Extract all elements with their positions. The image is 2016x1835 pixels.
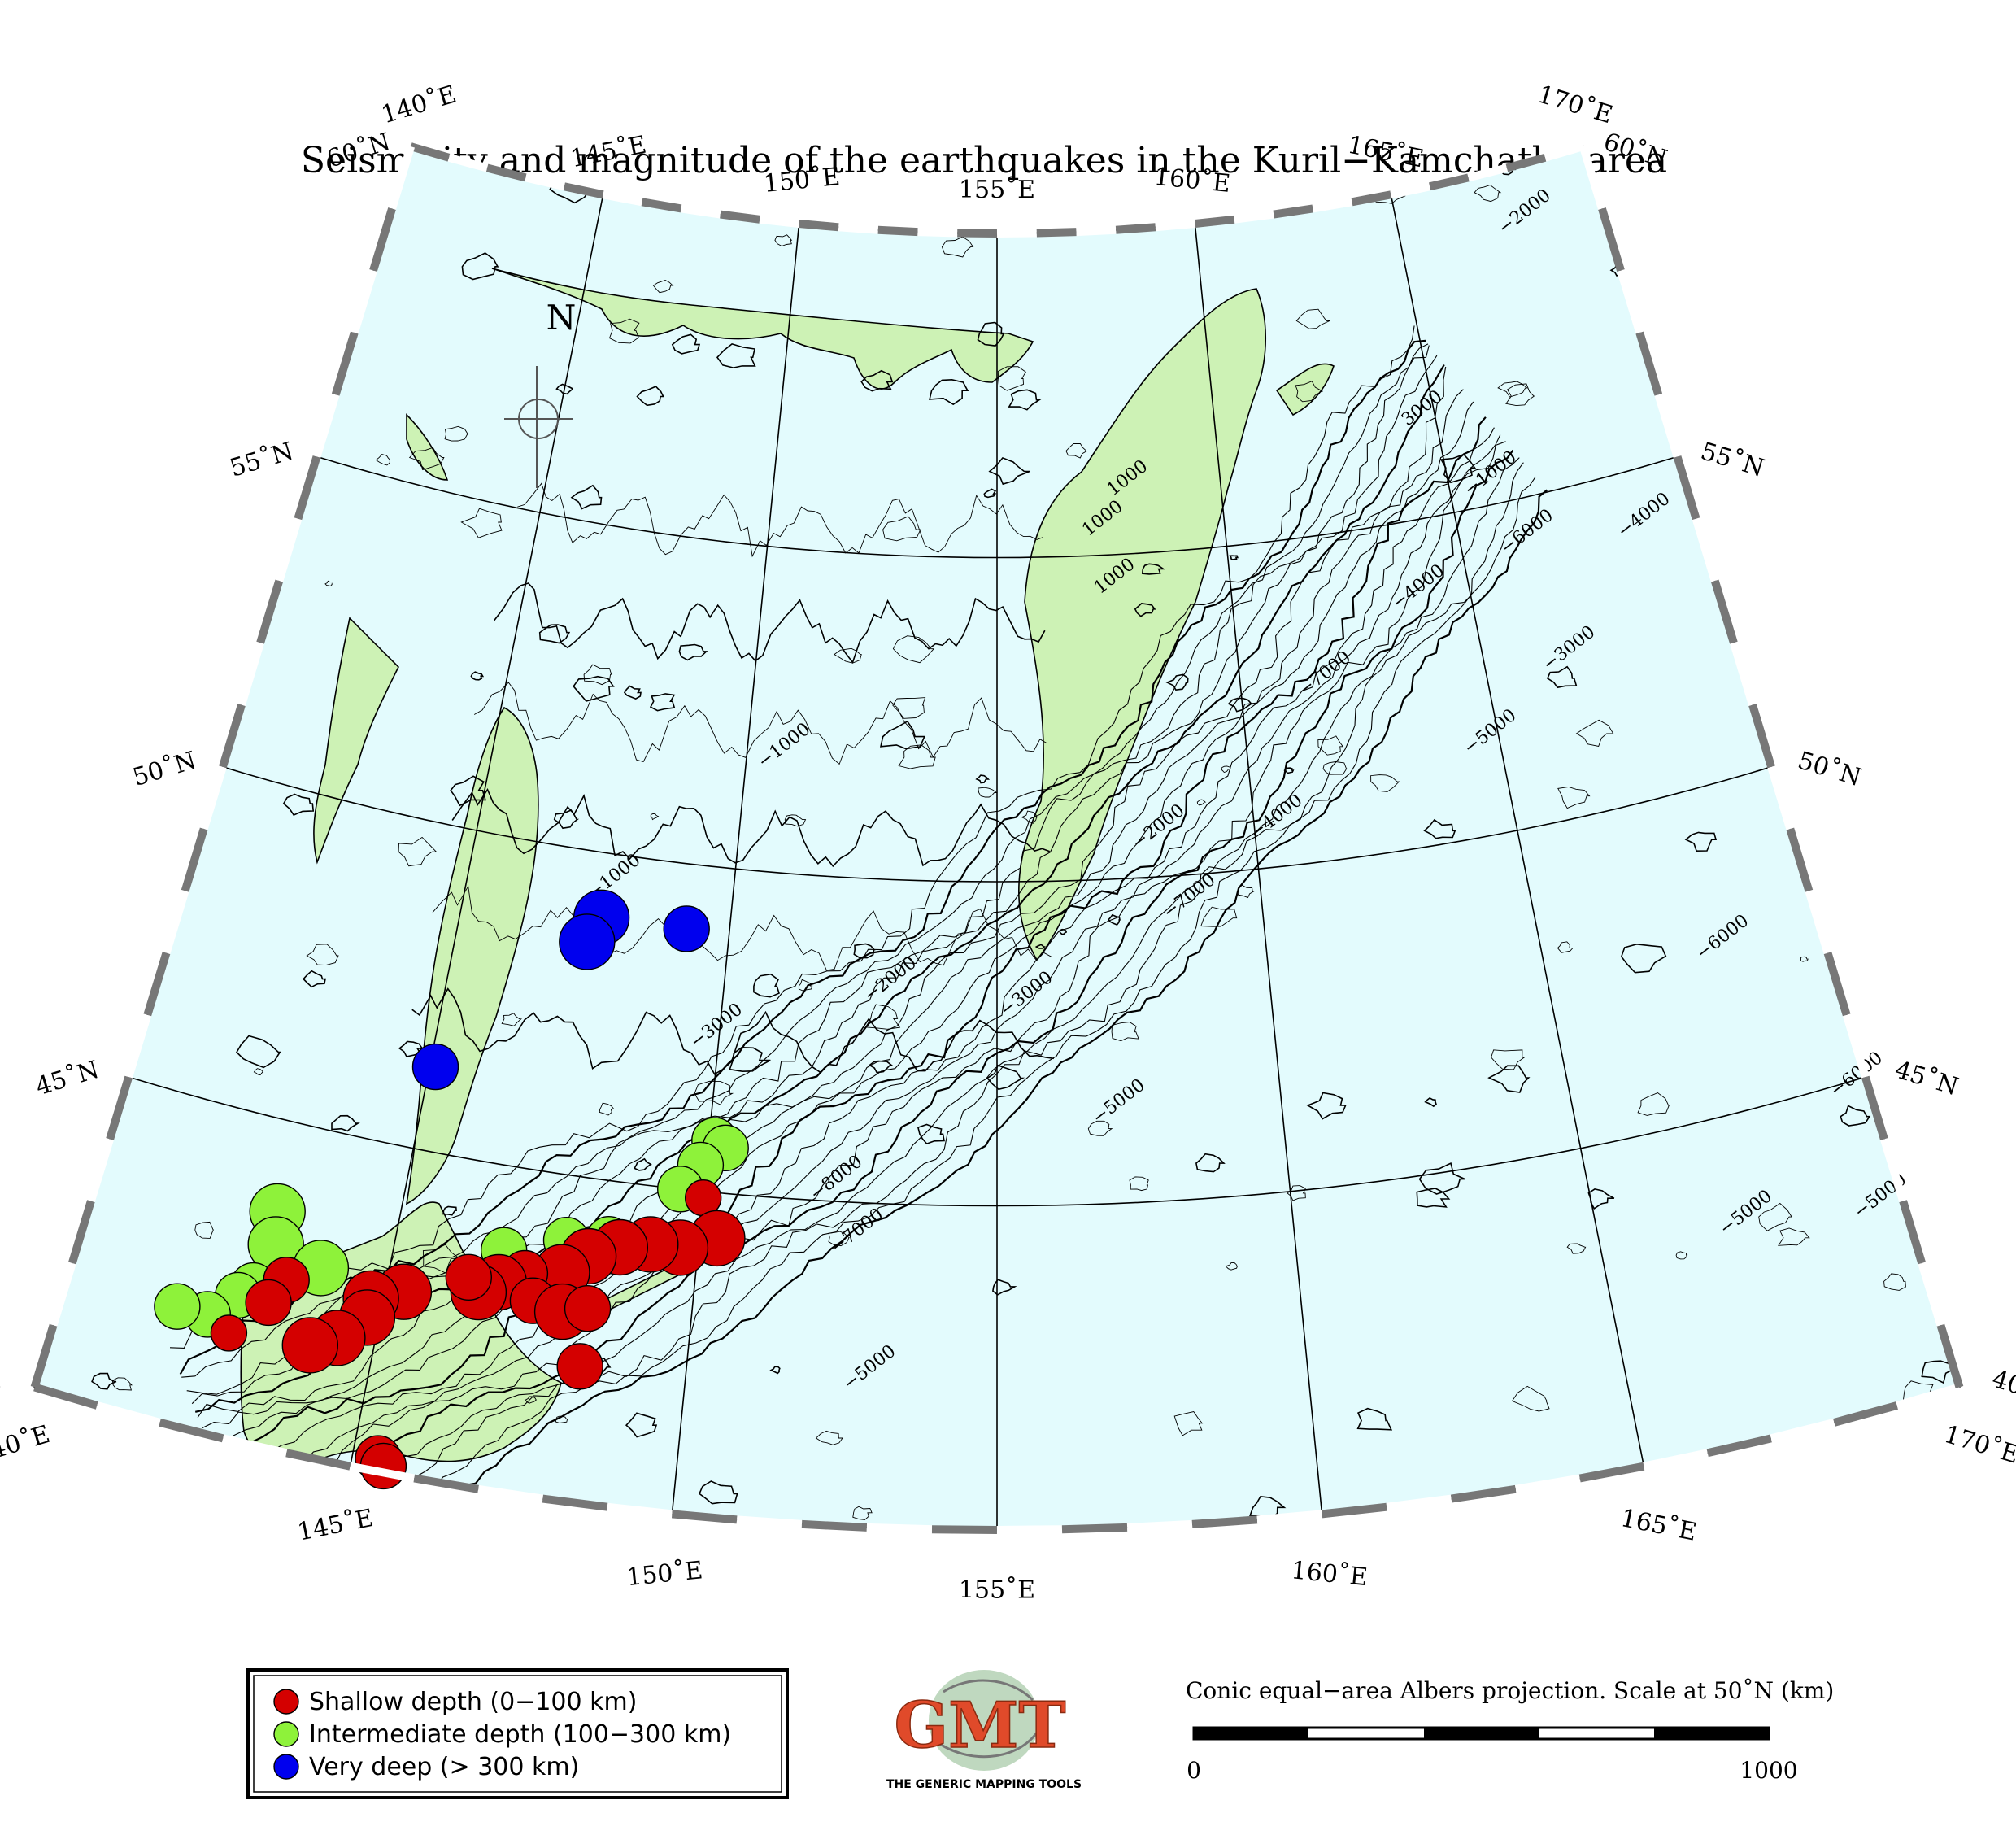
map-frame — [30, 142, 1964, 1534]
right-lat-label: 40˚N — [1988, 1365, 2016, 1411]
right-lat-label: 45˚N — [1892, 1056, 1962, 1102]
deep-earthquake-marker — [559, 913, 616, 970]
land-north-coast — [491, 268, 1034, 390]
scale-segment — [1194, 1728, 1308, 1739]
legend-marker — [273, 1689, 299, 1715]
gmt-logo-text: GMT — [895, 1689, 1066, 1763]
bottom-lon-label: 170˚E — [1940, 1420, 2016, 1470]
legend-marker — [273, 1754, 299, 1780]
projection-caption: Conic equal−area Albers projection. Scal… — [1186, 1677, 1834, 1704]
legend-marker — [273, 1721, 299, 1747]
earthquake-markers — [154, 889, 749, 1490]
right-lat-label: 50˚N — [1795, 746, 1865, 792]
bottom-lon-label: 145˚E — [295, 1504, 376, 1547]
legend-label: Intermediate depth (100−300 km) — [309, 1720, 731, 1749]
north-arrow-label: N — [546, 298, 577, 338]
shallow-earthquake-marker — [281, 1317, 338, 1374]
deep-earthquake-marker — [411, 1043, 459, 1091]
left-lat-label: 40˚N — [0, 1365, 6, 1411]
parallel-line — [222, 766, 1772, 883]
left-lat-label: 50˚N — [129, 746, 199, 792]
gmt-logo: GMT THE GENERIC MAPPING TOOLS — [886, 1670, 1082, 1791]
right-lat-label: 55˚N — [1697, 437, 1767, 483]
left-lat-label: 55˚N — [227, 437, 297, 483]
shallow-earthquake-marker — [556, 1343, 603, 1390]
scale-min-label: 0 — [1187, 1757, 1201, 1784]
legend-label: Shallow depth (0−100 km) — [309, 1688, 637, 1716]
legend-label: Very deep (> 300 km) — [309, 1753, 579, 1781]
shallow-earthquake-marker — [564, 1284, 612, 1332]
gmt-logo-caption: THE GENERIC MAPPING TOOLS — [886, 1778, 1082, 1791]
scale-max-label: 1000 — [1740, 1757, 1797, 1784]
land-kamchatka-east — [1275, 363, 1335, 416]
top-lon-label: 140˚E — [378, 81, 459, 130]
shallow-earthquake-marker — [245, 1279, 292, 1327]
bottom-lon-label: 150˚E — [625, 1556, 704, 1592]
north-arrow-icon: N — [504, 298, 576, 488]
land-kamchatka — [1018, 288, 1267, 961]
legend: Shallow depth (0−100 km) Intermediate dep… — [246, 1668, 789, 1799]
parallel-line — [128, 1076, 1866, 1207]
land-mainland-west — [313, 617, 399, 865]
scale-segment — [1654, 1728, 1769, 1739]
shallow-earthquake-marker — [210, 1314, 248, 1352]
bottom-lon-label: 160˚E — [1290, 1556, 1369, 1592]
bottom-lon-label: 140˚E — [0, 1420, 54, 1470]
intermediate-earthquake-marker — [154, 1283, 201, 1330]
parallel-line — [316, 455, 1678, 559]
scale-segment — [1424, 1728, 1539, 1739]
bottom-lon-label: 155˚E — [959, 1576, 1035, 1605]
bottom-lon-label: 165˚E — [1618, 1504, 1699, 1547]
top-lon-label: 170˚E — [1535, 81, 1616, 130]
bathymetry-contours — [91, 164, 1959, 1531]
left-lat-label: 45˚N — [33, 1056, 102, 1102]
deep-earthquake-marker — [663, 905, 710, 952]
shallow-earthquake-marker — [445, 1253, 492, 1301]
top-lon-label: 155˚E — [959, 176, 1035, 204]
scale-bar: Conic equal−area Albers projection. Scal… — [1186, 1677, 1834, 1784]
